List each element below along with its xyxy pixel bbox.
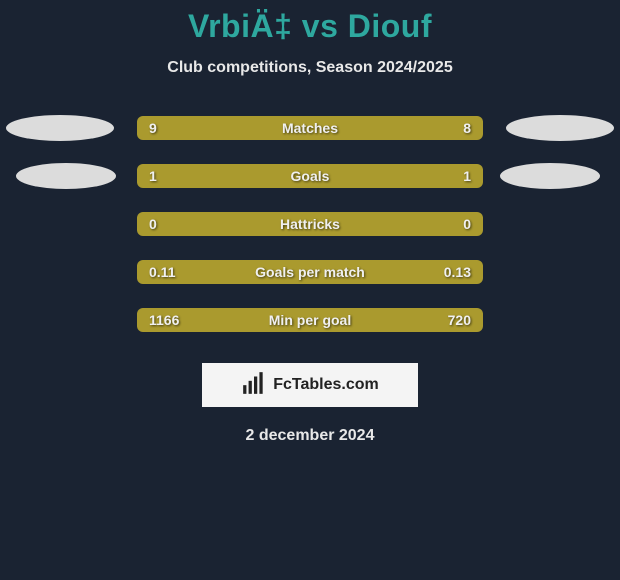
stat-bar: 0 Hattricks 0 — [137, 212, 483, 236]
date-label: 2 december 2024 — [0, 427, 620, 445]
stat-value-right: 720 — [448, 312, 471, 328]
stat-value-right: 1 — [463, 168, 471, 184]
stat-value-left: 1 — [149, 168, 157, 184]
stat-value-left: 9 — [149, 120, 157, 136]
brand-text: FcTables.com — [273, 376, 379, 394]
stat-value-left: 1166 — [149, 312, 179, 328]
stat-row: 0.11 Goals per match 0.13 — [0, 259, 620, 285]
player-ellipse-left — [16, 163, 116, 189]
stat-bar: 1166 Min per goal 720 — [137, 308, 483, 332]
stat-label: Hattricks — [280, 216, 340, 232]
stat-value-right: 8 — [463, 120, 471, 136]
stat-label: Matches — [282, 120, 338, 136]
stat-value-left: 0 — [149, 216, 157, 232]
stat-row: 0 Hattricks 0 — [0, 211, 620, 237]
player-ellipse-right — [506, 115, 614, 141]
player-ellipse-left — [6, 115, 114, 141]
brand-box: FcTables.com — [202, 363, 418, 407]
player-ellipse-right — [500, 163, 600, 189]
stat-label: Min per goal — [269, 312, 351, 328]
stats-area: 9 Matches 8 1 Goals 1 0 Hattricks 0 0.11 Goals per… — [0, 115, 620, 333]
stat-value-right: 0.13 — [444, 264, 471, 280]
stat-row: 9 Matches 8 — [0, 115, 620, 141]
comparison-card: VrbiÄ‡ vs Diouf Club competitions, Seaso… — [0, 0, 620, 445]
stat-bar: 0.11 Goals per match 0.13 — [137, 260, 483, 284]
page-title: VrbiÄ‡ vs Diouf — [0, 8, 620, 45]
stat-label: Goals per match — [255, 264, 365, 280]
chart-icon — [241, 370, 267, 401]
stat-row: 1 Goals 1 — [0, 163, 620, 189]
stat-value-left: 0.11 — [149, 264, 175, 280]
stat-bar: 9 Matches 8 — [137, 116, 483, 140]
page-subtitle: Club competitions, Season 2024/2025 — [0, 59, 620, 77]
stat-row: 1166 Min per goal 720 — [0, 307, 620, 333]
stat-bar: 1 Goals 1 — [137, 164, 483, 188]
stat-value-right: 0 — [463, 216, 471, 232]
stat-label: Goals — [291, 168, 330, 184]
